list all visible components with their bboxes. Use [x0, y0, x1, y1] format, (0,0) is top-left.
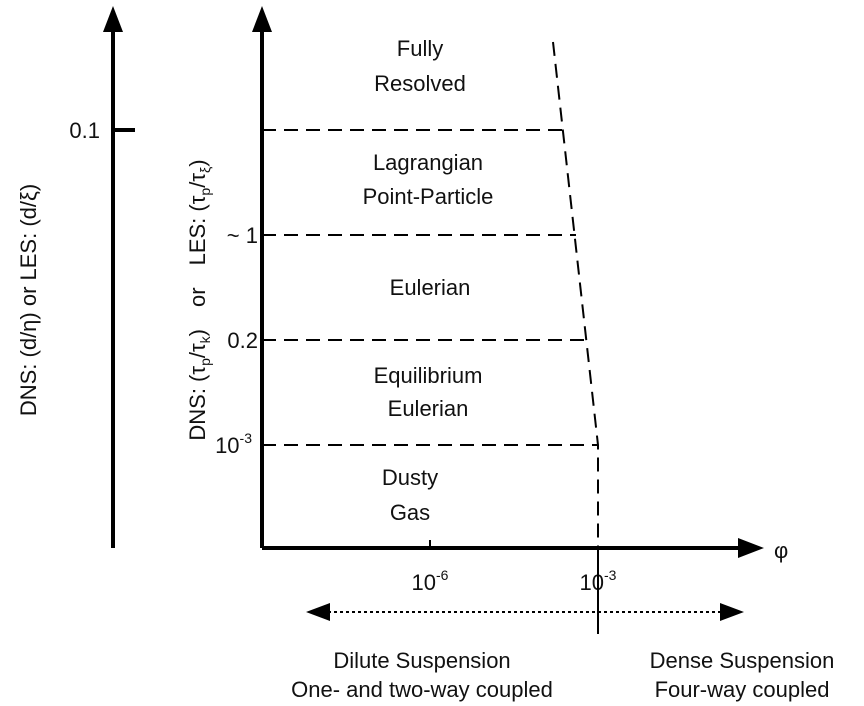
tick-base: 10: [215, 433, 239, 458]
arrowhead: [738, 538, 764, 558]
arrowhead: [103, 6, 123, 32]
tick-exp: -3: [240, 430, 253, 446]
bottom-label: Dilute Suspension: [333, 648, 510, 673]
arrowhead: [306, 603, 330, 621]
label-part: k: [197, 335, 213, 343]
x-tick-label: 10-3: [580, 567, 617, 595]
region-label: Equilibrium: [374, 363, 483, 388]
bottom-label: Dense Suspension: [650, 648, 835, 673]
left-tick-label: 0.1: [69, 118, 100, 143]
arrowhead: [720, 603, 744, 621]
region-label: Eulerian: [390, 275, 471, 300]
x-tick-label: 10-6: [412, 567, 449, 595]
label-part: ): [185, 159, 210, 166]
label-part: /τ: [185, 343, 210, 358]
bottom-label: Four-way coupled: [655, 677, 830, 702]
label-part: ξ: [197, 167, 213, 173]
tick-exp: -6: [436, 567, 449, 583]
tick-exp: -3: [604, 567, 617, 583]
bottom-label: One- and two-way coupled: [291, 677, 553, 702]
inner-tick-label: ~ 1: [227, 223, 258, 248]
inner-tick-label: 10-3: [215, 430, 252, 458]
boundary: [552, 41, 599, 548]
label-part: or: [185, 287, 210, 307]
region-label: Gas: [390, 500, 430, 525]
region-label: Lagrangian: [373, 150, 483, 175]
tick-base: 10: [412, 570, 436, 595]
label-part: p: [197, 188, 213, 196]
label-part: p: [197, 358, 213, 366]
region-label: Point-Particle: [363, 184, 494, 209]
inner-tick-label: 0.2: [227, 328, 258, 353]
label-part: ): [185, 329, 210, 336]
arrowhead: [252, 6, 272, 32]
region-label: Resolved: [374, 71, 466, 96]
label-part: DNS: (τ: [185, 366, 210, 441]
label-part: /τ: [185, 173, 210, 188]
x-axis-label: φ: [774, 538, 788, 563]
inner-axis-label: DNS: (τp/τk)orLES: (τp/τξ): [185, 159, 213, 440]
region-label: Dusty: [382, 465, 438, 490]
label-part: LES: (τ: [185, 195, 210, 265]
region-label: Fully: [397, 36, 443, 61]
tick-base: 10: [580, 570, 604, 595]
region-label: Eulerian: [388, 396, 469, 421]
left-axis-label: DNS: (d/η) or LES: (d/ξ): [16, 184, 41, 416]
